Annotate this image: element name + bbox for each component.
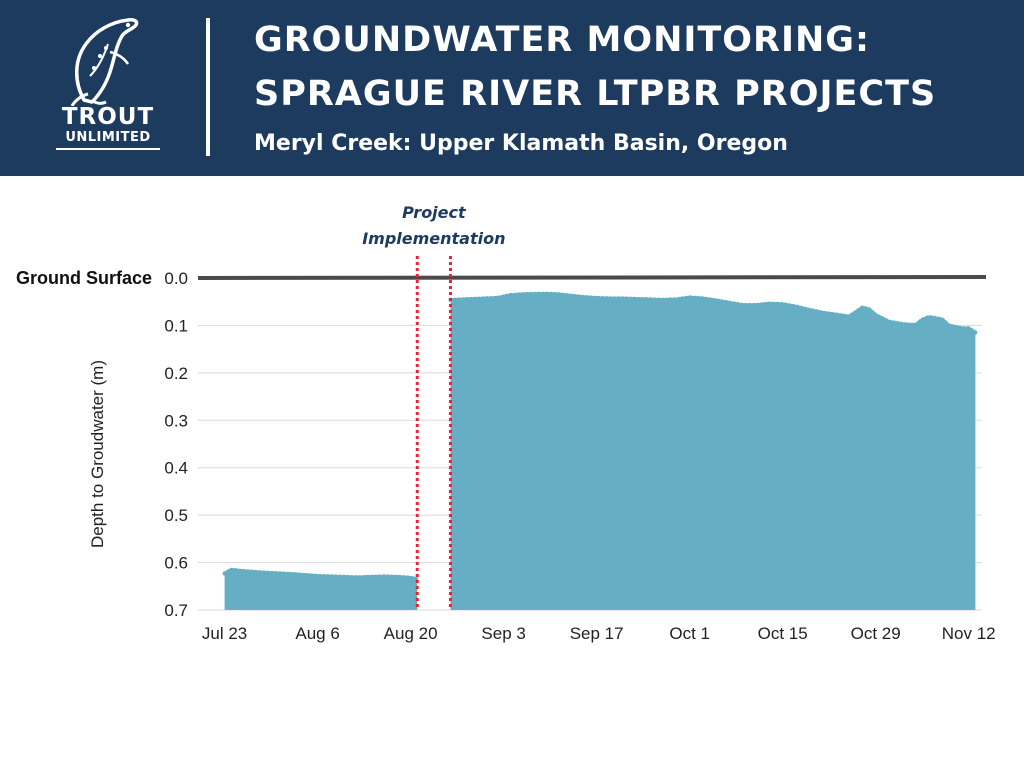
x-tick-label: Oct 29 — [851, 624, 901, 643]
depth-line — [222, 567, 420, 582]
groundwater-depth-chart: Project Implementation Ground Surface De… — [16, 203, 996, 643]
y-tick-label: 0.7 — [164, 601, 188, 620]
logo-rule — [56, 148, 160, 150]
y-axis-title: Depth to Groudwater (m) — [88, 360, 107, 548]
x-tick-label: Sep 17 — [570, 624, 624, 643]
ground-surface-label: Ground Surface — [16, 268, 152, 288]
x-tick-label: Aug 6 — [295, 624, 339, 643]
implementation-label-line2: Implementation — [362, 229, 505, 248]
y-tick-label: 0.4 — [164, 459, 188, 478]
y-tick-label: 0.0 — [164, 269, 188, 288]
trout-icon — [70, 18, 139, 107]
implementation-markers — [415, 256, 452, 610]
x-tick-label: Oct 1 — [669, 624, 710, 643]
page-title-line1: GROUNDWATER MONITORING: — [254, 20, 871, 60]
depth-line — [448, 291, 978, 335]
x-tick-label: Oct 15 — [758, 624, 808, 643]
y-tick-label: 0.5 — [164, 506, 188, 525]
x-tick-label: Nov 12 — [942, 624, 996, 643]
page-title-line2: SPRAGUE RIVER LTPBR PROJECTS — [254, 74, 937, 114]
header-banner: TROUT UNLIMITED GROUNDWATER MONITORING: … — [0, 0, 1024, 176]
page-subtitle: Meryl Creek: Upper Klamath Basin, Oregon — [254, 131, 788, 156]
x-tick-label: Sep 3 — [481, 624, 525, 643]
ground-surface-line — [197, 275, 987, 280]
x-axis-ticks: Jul 23 Aug 6 Aug 20 Sep 3 Sep 17 Oct 1 Oct 15 O… — [202, 624, 996, 643]
y-tick-label: 0.2 — [164, 364, 188, 383]
y-tick-label: 0.1 — [164, 316, 188, 335]
y-tick-label: 0.3 — [164, 411, 188, 430]
x-tick-label: Aug 20 — [384, 624, 438, 643]
implementation-label-line1: Project — [402, 203, 467, 222]
depth-area — [450, 293, 976, 610]
trout-unlimited-logo: TROUT UNLIMITED — [44, 16, 172, 164]
x-tick-label: Jul 23 — [202, 624, 247, 643]
y-tick-label: 0.6 — [164, 554, 188, 573]
depth-area-series — [222, 291, 978, 610]
logo-text-unlimited: UNLIMITED — [65, 130, 151, 145]
header-divider — [206, 18, 210, 156]
y-axis-ticks: 0.0 0.1 0.2 0.3 0.4 0.5 0.6 0.7 — [164, 269, 188, 620]
depth-area — [224, 569, 418, 610]
logo-text-trout: TROUT — [61, 104, 155, 130]
